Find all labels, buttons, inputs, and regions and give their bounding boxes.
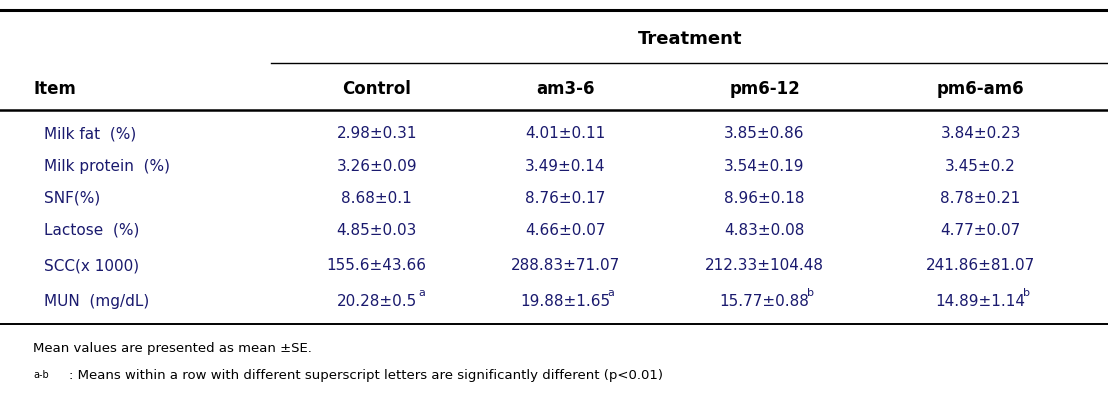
Text: 8.96±0.18: 8.96±0.18: [725, 191, 804, 206]
Text: 8.78±0.21: 8.78±0.21: [941, 191, 1020, 206]
Text: a: a: [607, 288, 614, 298]
Text: am3-6: am3-6: [536, 80, 594, 98]
Text: 241.86±81.07: 241.86±81.07: [926, 258, 1035, 273]
Text: Mean values are presented as mean ±SE.: Mean values are presented as mean ±SE.: [33, 342, 312, 355]
Text: Control: Control: [342, 80, 411, 98]
Text: Lactose  (%): Lactose (%): [44, 223, 140, 238]
Text: 4.77±0.07: 4.77±0.07: [941, 223, 1020, 238]
Text: 155.6±43.66: 155.6±43.66: [327, 258, 427, 273]
Text: 3.45±0.2: 3.45±0.2: [945, 159, 1016, 174]
Text: 4.66±0.07: 4.66±0.07: [525, 223, 605, 238]
Text: 2.98±0.31: 2.98±0.31: [337, 126, 417, 141]
Text: 4.83±0.08: 4.83±0.08: [725, 223, 804, 238]
Text: 20.28±0.5: 20.28±0.5: [337, 294, 417, 309]
Text: : Means within a row with different superscript letters are significantly differ: : Means within a row with different supe…: [69, 369, 663, 381]
Text: SCC(x 1000): SCC(x 1000): [44, 258, 140, 273]
Text: 4.85±0.03: 4.85±0.03: [337, 223, 417, 238]
Text: 3.85±0.86: 3.85±0.86: [725, 126, 804, 141]
Text: 8.68±0.1: 8.68±0.1: [341, 191, 412, 206]
Text: 19.88±1.65: 19.88±1.65: [520, 294, 611, 309]
Text: pm6-am6: pm6-am6: [936, 80, 1025, 98]
Text: Item: Item: [33, 80, 76, 98]
Text: 4.01±0.11: 4.01±0.11: [525, 126, 605, 141]
Text: 3.84±0.23: 3.84±0.23: [941, 126, 1020, 141]
Text: 212.33±104.48: 212.33±104.48: [705, 258, 824, 273]
Text: 288.83±71.07: 288.83±71.07: [511, 258, 619, 273]
Text: SNF(%): SNF(%): [44, 191, 101, 206]
Text: Milk protein  (%): Milk protein (%): [44, 159, 171, 174]
Text: a-b: a-b: [33, 370, 49, 380]
Text: 15.77±0.88: 15.77±0.88: [719, 294, 810, 309]
Text: 3.26±0.09: 3.26±0.09: [337, 159, 417, 174]
Text: b: b: [807, 288, 813, 298]
Text: Treatment: Treatment: [637, 30, 742, 48]
Text: b: b: [1023, 288, 1029, 298]
Text: Milk fat  (%): Milk fat (%): [44, 126, 136, 141]
Text: a: a: [419, 288, 425, 298]
Text: 3.49±0.14: 3.49±0.14: [525, 159, 605, 174]
Text: 14.89±1.14: 14.89±1.14: [935, 294, 1026, 309]
Text: pm6-12: pm6-12: [729, 80, 800, 98]
Text: 3.54±0.19: 3.54±0.19: [725, 159, 804, 174]
Text: MUN  (mg/dL): MUN (mg/dL): [44, 294, 150, 309]
Text: 8.76±0.17: 8.76±0.17: [525, 191, 605, 206]
